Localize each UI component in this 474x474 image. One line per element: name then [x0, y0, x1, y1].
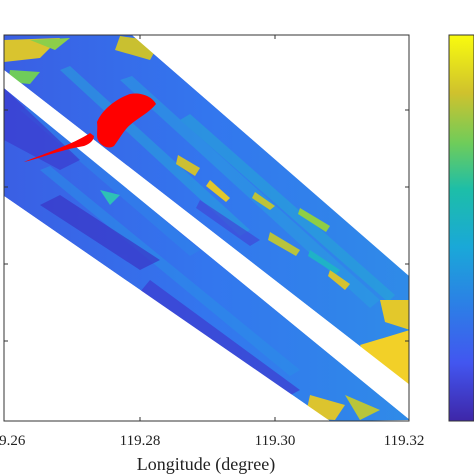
x-tick-label-2: 119.30 [255, 433, 296, 449]
plot-area-frame [3, 34, 410, 422]
empty-region-bottom [4, 196, 330, 421]
x-tick-label-0: 119.26 [0, 433, 26, 449]
empty-region-top [132, 35, 409, 276]
x-ticks [139, 35, 276, 421]
colorbar [449, 35, 474, 421]
swath-gap [4, 70, 409, 420]
x-axis-label: Longitude (degree) [137, 454, 275, 474]
x-tick-label-1: 119.28 [120, 433, 161, 449]
x-tick-label-3: 119.32 [384, 433, 425, 449]
y-ticks [4, 109, 409, 342]
swath-data [4, 35, 409, 421]
colorbar-frame [448, 34, 474, 422]
red-highlight-area [24, 93, 156, 162]
